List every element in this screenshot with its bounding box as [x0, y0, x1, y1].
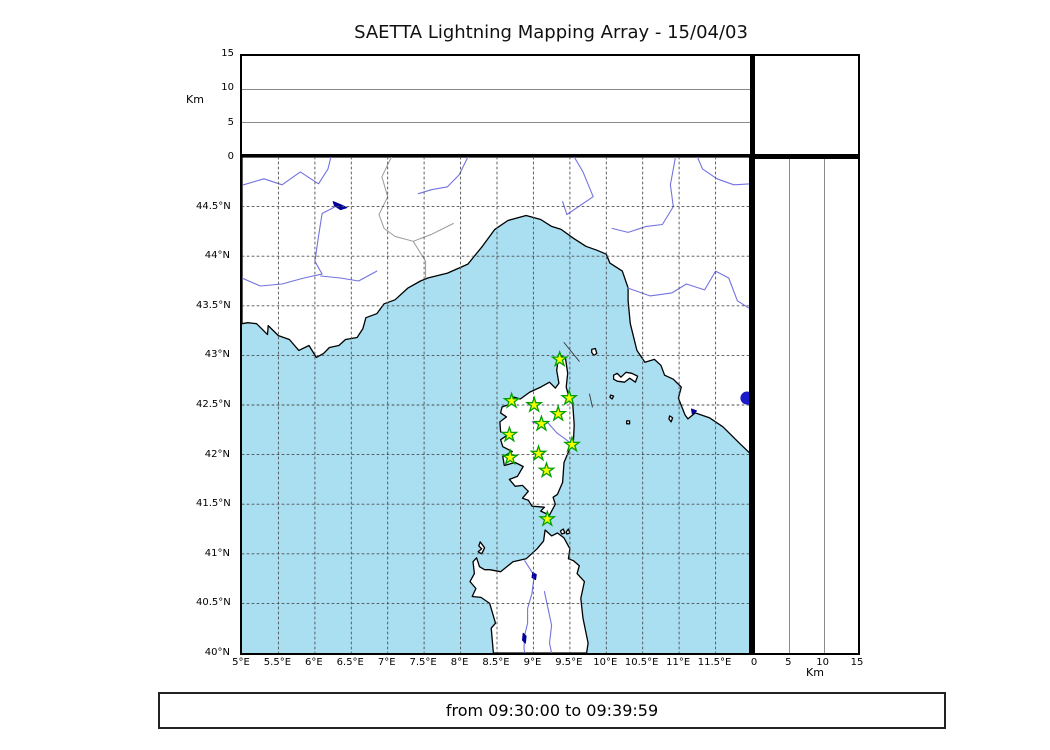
- altitude-tick-label: 15: [221, 48, 234, 59]
- time-range-box: from 09:30:00 to 09:39:59: [158, 692, 946, 729]
- latitude-tick-label: 42.5°N: [196, 399, 231, 410]
- landmass-pianosa: [609, 394, 615, 400]
- latitude-tick-label: 40.5°N: [196, 597, 231, 609]
- station-marker: [525, 395, 544, 413]
- landmass-maddalena-1: [559, 528, 566, 535]
- landmass-elba: [612, 371, 639, 383]
- altitude-tick-label: 10: [816, 657, 830, 668]
- altitude-tick-label: 15: [850, 657, 864, 668]
- altitude-tick-label: 0: [227, 151, 234, 162]
- lake-serre-poncon: [332, 201, 348, 211]
- altitude-tick-label: 5: [227, 116, 234, 128]
- altitude-axis-label-top: Km: [186, 93, 204, 106]
- station-marker: [502, 391, 521, 409]
- river-cedrino: [543, 590, 553, 653]
- station-marker: [529, 444, 548, 462]
- landmass-montecristo: [626, 420, 631, 425]
- page-title: SAETTA Lightning Mapping Array - 15/04/0…: [354, 22, 748, 43]
- river-secchia: [696, 157, 749, 186]
- lagoon-orbetello: [691, 408, 698, 415]
- altitude-axis-label-right: Km: [806, 666, 824, 679]
- altitude-vs-longitude-panel: [240, 54, 752, 157]
- longitude-tick-label: 11.5°E: [697, 657, 732, 668]
- river-arno: [626, 270, 749, 309]
- lake-omodeo: [522, 632, 527, 644]
- longitude-tick-label: 8°E: [450, 657, 469, 668]
- sea-line-1: [563, 342, 580, 362]
- landmass-giglio: [668, 415, 674, 423]
- landmass-capraia: [591, 347, 598, 357]
- longitude-tick-label: 5.5°E: [263, 657, 292, 668]
- altitude-gridline: [823, 159, 825, 653]
- station-marker: [501, 448, 520, 466]
- river-verdon: [320, 270, 378, 282]
- latitude-tick-label: 43.5°N: [196, 299, 231, 311]
- river-tanaro: [417, 157, 469, 195]
- longitude-tick-label: 8.5°E: [482, 657, 510, 668]
- station-marker: [562, 435, 582, 453]
- map-canvas: [242, 157, 749, 653]
- border-france-italy-border: [378, 157, 427, 279]
- latitude-tick-label: 41.5°N: [196, 498, 231, 510]
- station-marker: [550, 349, 569, 368]
- river-durance-upper: [242, 157, 332, 186]
- altitude-gridline: [242, 89, 750, 90]
- altitude-gridline: [242, 122, 750, 123]
- latitude-tick-label: 44°N: [204, 250, 230, 262]
- longitude-tick-label: 7°E: [377, 657, 396, 668]
- river-trebbia: [562, 157, 594, 216]
- latitude-tick-label: 40°N: [204, 647, 230, 658]
- corner-box: [752, 54, 860, 157]
- altitude-tick-label: 0: [750, 657, 758, 668]
- latitude-tick-label: 41°N: [204, 547, 230, 559]
- latitude-tick-label: 42°N: [204, 448, 230, 460]
- longitude-tick-label: 9.5°E: [555, 657, 583, 668]
- longitude-tick-label: 9°E: [523, 657, 542, 668]
- station-marker: [560, 388, 579, 406]
- latitude-tick-label: 44.5°N: [196, 200, 231, 212]
- longitude-tick-label: 10°E: [593, 657, 618, 668]
- station-marker: [538, 509, 557, 527]
- geographic-map-panel: [240, 157, 752, 655]
- longitude-tick-label: 7.5°E: [409, 657, 437, 668]
- time-range-text: from 09:30:00 to 09:39:59: [445, 701, 659, 720]
- river-coghinas-tirso: [523, 560, 535, 653]
- river-po-tributary: [611, 157, 677, 233]
- altitude-vs-latitude-panel: [752, 157, 860, 655]
- landmass-asinara: [477, 541, 486, 555]
- longitude-tick-label: 10.5°E: [624, 657, 659, 668]
- river-durance: [242, 206, 336, 287]
- longitude-tick-label: 5°E: [232, 657, 250, 668]
- station-marker: [532, 414, 551, 432]
- altitude-gridline: [789, 159, 791, 653]
- altitude-tick-label: 5: [785, 657, 792, 668]
- longitude-tick-label: 6°E: [305, 657, 323, 668]
- altitude-tick-label: 10: [221, 82, 234, 94]
- latitude-tick-label: 43°N: [204, 349, 230, 361]
- station-marker: [549, 404, 568, 422]
- longitude-tick-label: 11°E: [666, 657, 691, 668]
- border-border-branch: [412, 223, 454, 242]
- station-marker: [500, 425, 519, 443]
- longitude-tick-label: 6.5°E: [336, 657, 364, 668]
- lake-dot: [740, 391, 749, 405]
- station-marker: [537, 460, 556, 479]
